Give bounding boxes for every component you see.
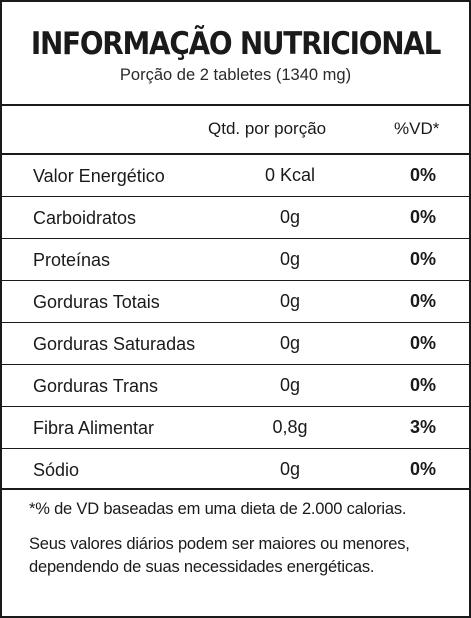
- nutrient-daily-value: 0%: [409, 459, 436, 479]
- serving-size: Porção de 2 tabletes (1340 mg): [119, 66, 352, 84]
- table-row: Gorduras Totais 0g 0%: [2, 281, 469, 322]
- row-divider: [2, 238, 469, 239]
- table-row: Proteínas 0g 0%: [2, 239, 469, 280]
- nutrient-quantity: 0g: [279, 291, 301, 311]
- table-header: Qtd. por porção %VD*: [2, 107, 469, 153]
- table-row: Gorduras Saturadas 0g 0%: [2, 323, 469, 364]
- daily-value-disclaimer: Seus valores diários podem ser maiores o…: [29, 535, 410, 576]
- nutrient-quantity: 0g: [279, 249, 301, 269]
- nutrient-name: Gorduras Trans: [33, 376, 159, 396]
- table-row: Sódio 0g 0%: [2, 449, 469, 490]
- nutrient-quantity: 0 Kcal: [264, 165, 316, 185]
- table-row: Carboidratos 0g 0%: [2, 197, 469, 238]
- nutrient-quantity: 0g: [279, 459, 301, 479]
- nutrient-daily-value: 0%: [409, 333, 436, 353]
- table-row: Gorduras Trans 0g 0%: [2, 365, 469, 406]
- table-row: Valor Energético 0 Kcal 0%: [2, 155, 469, 196]
- nutrient-name: Gorduras Totais: [33, 292, 160, 312]
- nutrient-name: Proteínas: [33, 250, 111, 270]
- row-divider: [2, 196, 469, 197]
- nutrient-daily-value: 0%: [409, 291, 436, 311]
- nutrient-quantity: 0,8g: [272, 417, 308, 437]
- daily-value-footnote: *% de VD baseadas em uma dieta de 2.000 …: [29, 500, 407, 518]
- nutrient-quantity: 0g: [279, 375, 301, 395]
- nutrient-name: Fibra Alimentar: [33, 418, 155, 438]
- nutrient-name: Gorduras Saturadas: [33, 334, 196, 354]
- nutrient-daily-value: 0%: [409, 165, 436, 185]
- row-divider: [2, 280, 469, 281]
- column-header-quantity: Qtd. por porção: [208, 119, 327, 138]
- row-divider: [2, 322, 469, 323]
- row-divider: [2, 364, 469, 365]
- nutrient-quantity: 0g: [279, 207, 301, 227]
- nutrient-daily-value: 0%: [409, 249, 436, 269]
- nutrient-name: Carboidratos: [33, 208, 137, 228]
- divider: [2, 488, 469, 490]
- nutrient-name: Valor Energético: [33, 166, 165, 186]
- row-divider: [2, 406, 469, 407]
- nutrient-quantity: 0g: [279, 333, 301, 353]
- row-divider: [2, 448, 469, 449]
- divider: [2, 153, 469, 155]
- label-title: INFORMAÇÃO NUTRICIONAL: [30, 26, 442, 62]
- nutrient-daily-value: 0%: [409, 375, 436, 395]
- nutrient-daily-value: 0%: [409, 207, 436, 227]
- divider: [2, 104, 469, 106]
- nutrient-daily-value: 3%: [409, 417, 436, 437]
- table-row: Fibra Alimentar 0,8g 3%: [2, 407, 469, 448]
- nutrient-name: Sódio: [33, 460, 80, 480]
- column-header-daily-value: %VD*: [394, 119, 440, 138]
